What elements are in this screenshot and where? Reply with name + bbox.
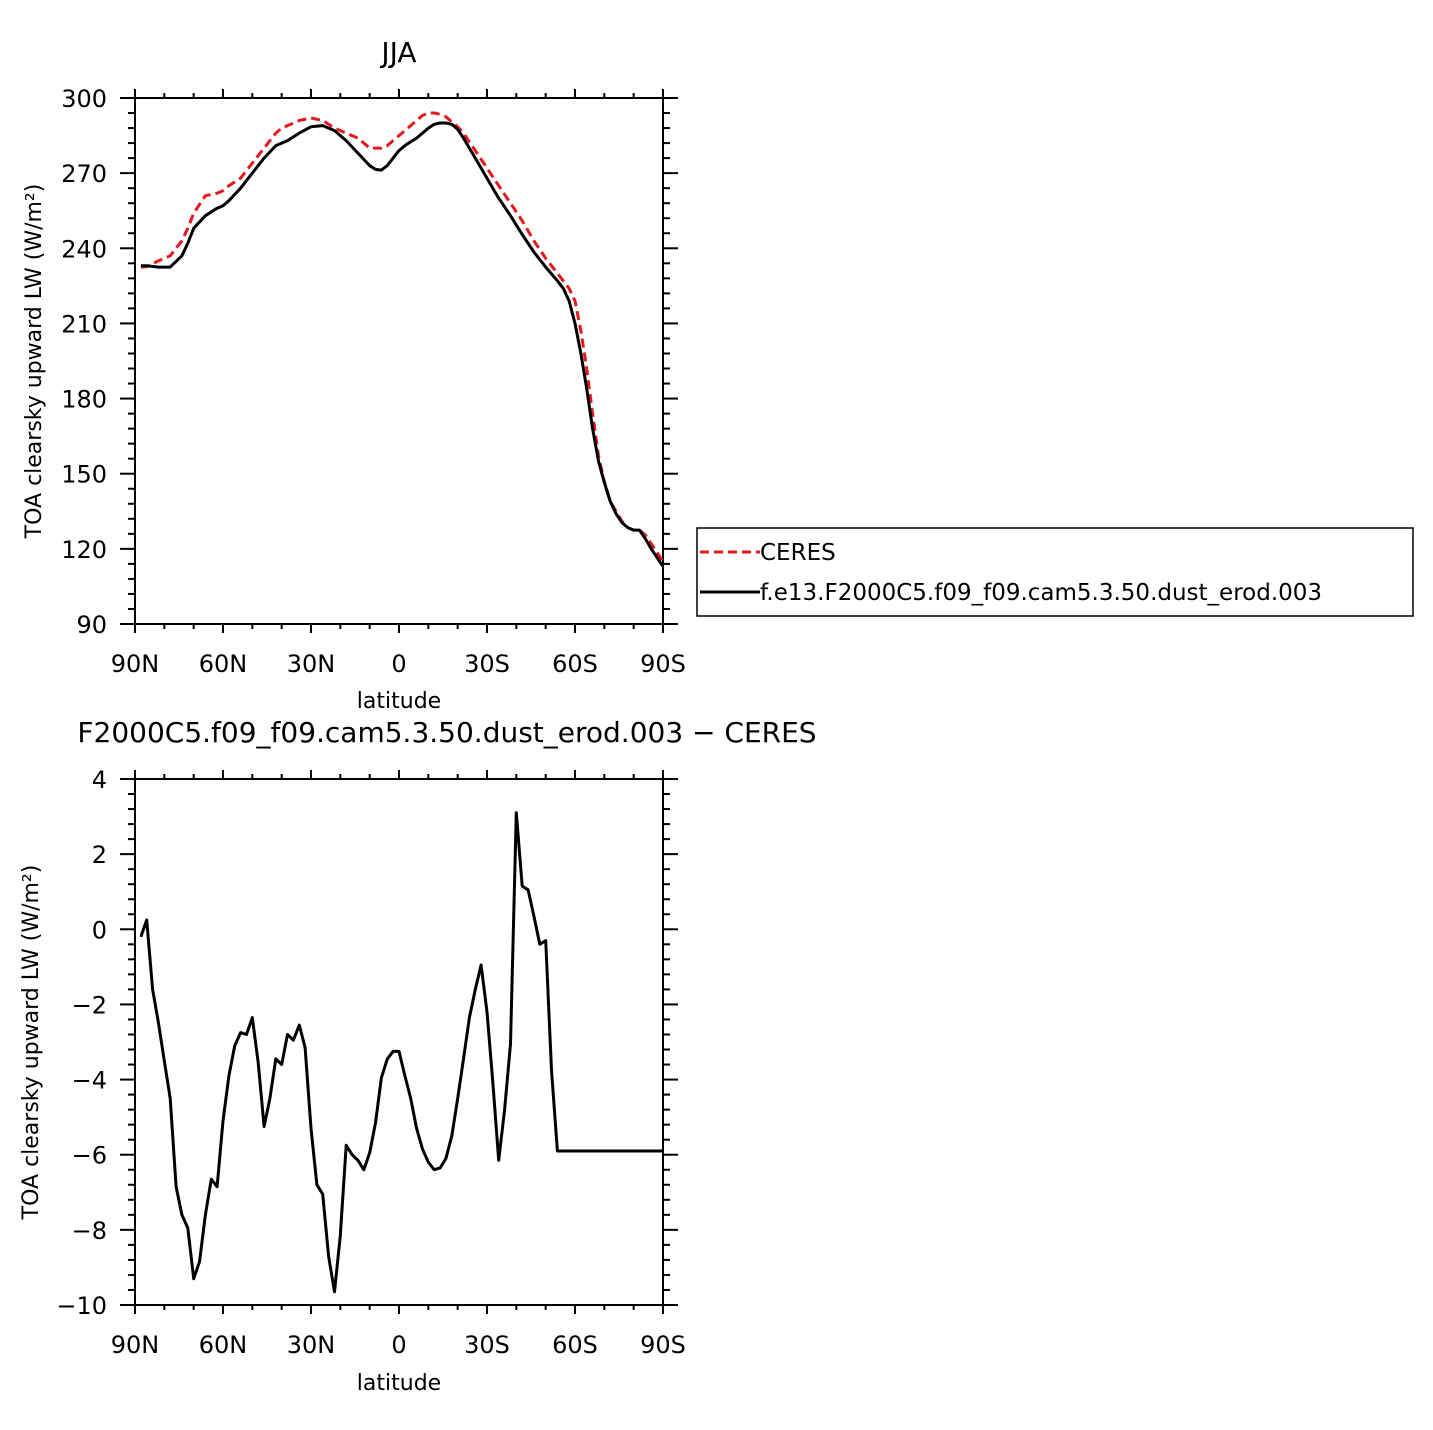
bottom-y-tick-label: −8 bbox=[72, 1217, 107, 1245]
bottom-y-tick-label: 4 bbox=[92, 766, 107, 794]
top-x-tick-label: 30S bbox=[464, 650, 510, 678]
top-y-tick-label: 90 bbox=[76, 611, 107, 639]
legend-box bbox=[696, 527, 1414, 617]
top-y-tick-label: 270 bbox=[61, 160, 107, 188]
bottom-x-tick-label: 30N bbox=[287, 1331, 336, 1359]
bottom-axes: 90N 60N 30N 0 30S 60S 90S −10 −8 −6 −4 −2 0 2 4 bbox=[56, 766, 686, 1359]
top-y-axis-label: TOA clearsky upward LW (W/m²) bbox=[22, 184, 47, 540]
legend: CERES f.e13.F2000C5.f09_f09.cam5.3.50.du… bbox=[696, 527, 1414, 617]
top-x-tick-label: 60N bbox=[199, 650, 248, 678]
top-y-tick-label: 240 bbox=[61, 235, 107, 263]
top-y-tick-label: 180 bbox=[61, 386, 107, 414]
legend-label-model: f.e13.F2000C5.f09_f09.cam5.3.50.dust_ero… bbox=[760, 580, 1322, 606]
top-y-tick-label: 150 bbox=[61, 461, 107, 489]
bottom-y-tick-label: 0 bbox=[92, 916, 107, 944]
bottom-series-line-0 bbox=[139, 811, 663, 1294]
bottom-x-tick-label: 30S bbox=[464, 1331, 510, 1359]
bottom-x-tick-label: 90S bbox=[640, 1331, 686, 1359]
bottom-x-tick-label: 60N bbox=[199, 1331, 248, 1359]
bottom-plot-area bbox=[139, 811, 663, 1294]
top-x-tick-label: 0 bbox=[391, 650, 406, 678]
bottom-x-tick-label: 60S bbox=[552, 1331, 598, 1359]
top-plot-area bbox=[140, 111, 665, 568]
top-series-line-0 bbox=[140, 111, 665, 563]
top-panel: JJA latitude TOA clearsky upward LW (W/m… bbox=[22, 36, 686, 714]
top-x-tick-label: 90N bbox=[111, 650, 160, 678]
top-series-line-1 bbox=[140, 121, 665, 568]
bottom-y-axis-label: TOA clearsky upward LW (W/m²) bbox=[19, 865, 44, 1221]
top-y-tick-label: 300 bbox=[61, 85, 107, 113]
bottom-frame bbox=[134, 778, 664, 1306]
top-axes: 90N 60N 30N 0 30S 60S 90S 90 120 150 180 210 240 270 3… bbox=[61, 85, 686, 678]
bottom-y-tick-label: 2 bbox=[92, 841, 107, 869]
bottom-panel: F2000C5.f09_f09.cam5.3.50.dust_erod.003 … bbox=[19, 716, 817, 1396]
bottom-x-tick-label: 0 bbox=[391, 1331, 406, 1359]
top-x-tick-label: 60S bbox=[552, 650, 598, 678]
bottom-y-tick-label: −2 bbox=[72, 991, 107, 1019]
top-chart-title: JJA bbox=[379, 36, 416, 69]
top-frame bbox=[134, 97, 664, 625]
top-x-axis-label: latitude bbox=[357, 689, 441, 714]
bottom-x-axis-label: latitude bbox=[357, 1371, 441, 1396]
bottom-y-tick-label: −6 bbox=[72, 1142, 107, 1170]
bottom-chart-title: F2000C5.f09_f09.cam5.3.50.dust_erod.003 … bbox=[77, 716, 816, 749]
bottom-y-tick-label: −10 bbox=[56, 1292, 107, 1320]
top-y-tick-label: 210 bbox=[61, 310, 107, 338]
legend-label-ceres: CERES bbox=[760, 540, 836, 566]
top-x-tick-label: 90S bbox=[640, 650, 686, 678]
top-y-tick-label: 120 bbox=[61, 536, 107, 564]
top-x-tick-label: 30N bbox=[287, 650, 336, 678]
bottom-y-tick-label: −4 bbox=[72, 1067, 107, 1095]
bottom-x-tick-label: 90N bbox=[111, 1331, 160, 1359]
